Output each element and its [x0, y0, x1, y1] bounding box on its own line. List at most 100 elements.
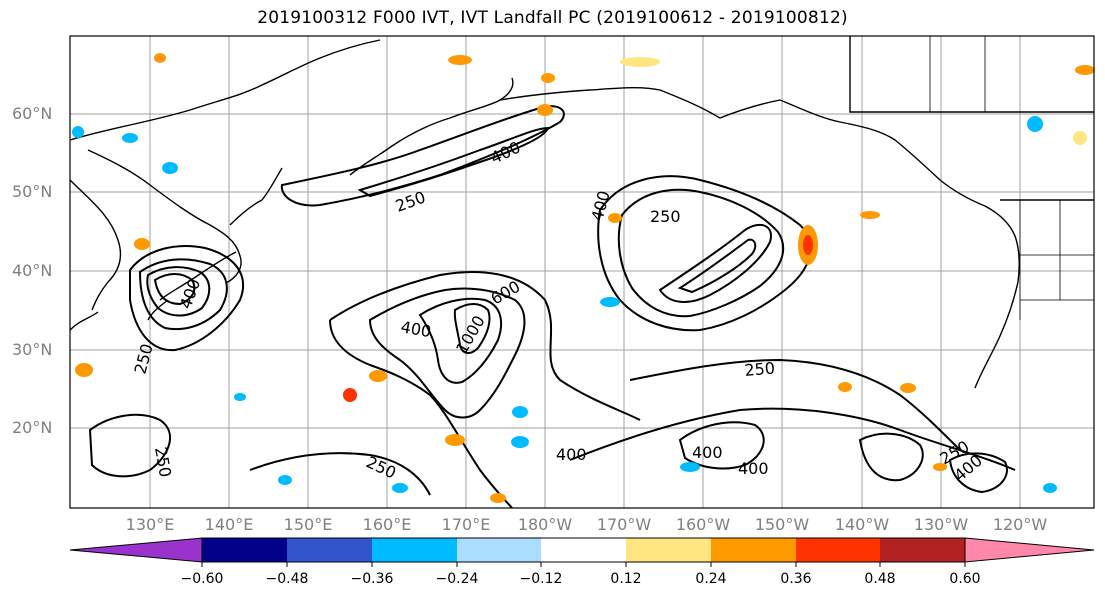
- contour-label: 250: [744, 358, 776, 380]
- pc-blob: [343, 388, 357, 402]
- us-states: [929, 36, 1094, 320]
- colorbar-bin: [880, 538, 965, 562]
- pc-blob: [369, 370, 387, 382]
- colorbar-under: [69, 537, 203, 563]
- contour-kamchatka-400: [357, 126, 550, 198]
- contour-central-400: [368, 287, 526, 419]
- pc-blob: [511, 436, 529, 448]
- contour-west-250: [88, 413, 171, 478]
- contour-japan-400: [138, 258, 228, 330]
- lon-label-150e: 150°E: [283, 515, 333, 534]
- map-background: [70, 36, 1094, 508]
- lon-label-150w: 150°W: [754, 515, 810, 534]
- colorbar-label: 0.24: [695, 571, 727, 587]
- colorbar-bin: [711, 538, 796, 562]
- colorbar-label: −0.24: [435, 571, 479, 587]
- colorbar-over: [964, 537, 1095, 563]
- contour-east-1000: [677, 238, 757, 294]
- alaska-coast: [779, 99, 1020, 389]
- pc-blob: [490, 493, 506, 503]
- colorbar-label: −0.36: [350, 571, 394, 587]
- contour-labels: 400 250 250 400 400 400 1000 600 250 250…: [131, 137, 986, 485]
- pc-blob: [234, 393, 246, 401]
- pc-blob: [75, 363, 93, 377]
- pc-blob: [448, 55, 472, 65]
- colorbar-bin: [796, 538, 880, 562]
- contour-central-1000: [453, 303, 491, 354]
- lat-label-50n: 50°N: [12, 182, 53, 201]
- lon-label-140e: 140°E: [204, 515, 254, 534]
- contour-japan-600: [146, 266, 211, 317]
- map-title: 2019100312 F000 IVT, IVT Landfall PC (20…: [257, 8, 848, 28]
- pc-blob: [600, 297, 620, 307]
- contour-central-250: [329, 270, 641, 509]
- colorbar-frame: [201, 537, 966, 563]
- ivt-contours: [88, 105, 1016, 509]
- lon-label-120w: 120°W: [992, 515, 1048, 534]
- pc-blob: [154, 53, 166, 63]
- pc-blob: [72, 126, 84, 138]
- colorbar-bin: [372, 538, 457, 562]
- colorbar-bin: [626, 538, 711, 562]
- pc-blob: [278, 475, 292, 485]
- lon-label-140w: 140°W: [834, 515, 890, 534]
- contour-south-400-a: [678, 421, 765, 470]
- map-frame: [69, 35, 1095, 509]
- contour-label: 400: [692, 443, 723, 462]
- colorbar-label: −0.48: [265, 571, 309, 587]
- pc-anomaly-shading: [72, 53, 1095, 503]
- colorbar-bin: [457, 538, 541, 562]
- colorbar-label: 0.60: [949, 571, 981, 587]
- sakhalin-kamchatka: [261, 77, 514, 201]
- pc-blob: [900, 383, 916, 393]
- contour-south-400-b: [858, 432, 924, 482]
- pc-blob: [512, 406, 528, 418]
- japan-coast: [147, 199, 263, 321]
- pc-blob: [803, 235, 813, 255]
- lon-label-130e: 130°E: [125, 515, 175, 534]
- pc-blob: [392, 483, 408, 493]
- alaska-panhandle: [849, 36, 1094, 113]
- contour-east-600: [658, 223, 772, 303]
- contour-east-400: [617, 188, 785, 318]
- pc-blob: [162, 162, 178, 174]
- contour-south-central-250: [249, 452, 431, 496]
- pc-blob: [1075, 65, 1095, 75]
- colorbar-label: −0.12: [519, 571, 563, 587]
- colorbar-label: 0.48: [864, 571, 896, 587]
- pc-blob: [838, 382, 852, 392]
- pc-blob: [1027, 116, 1043, 132]
- lat-label-20n: 20°N: [12, 418, 53, 437]
- colorbar-bin: [287, 538, 372, 562]
- lon-label-160e: 160°E: [362, 515, 412, 534]
- lat-label-30n: 30°N: [12, 340, 53, 359]
- colorbar-label: 0.36: [780, 571, 812, 587]
- contour-japan-1000: [153, 273, 196, 306]
- colorbar-bin: [541, 538, 626, 562]
- lon-label-130w: 130°W: [913, 515, 969, 534]
- lon-label-170e: 170°E: [441, 515, 491, 534]
- contour-east-250: [597, 175, 812, 332]
- pc-blob: [445, 434, 465, 446]
- pc-blob: [541, 73, 555, 83]
- colorbar-label: 0.12: [610, 571, 642, 587]
- lon-label-160w: 160°W: [675, 515, 731, 534]
- lat-label-60n: 60°N: [12, 104, 53, 123]
- contour-label: 400: [738, 459, 769, 478]
- contour-japan-250: [129, 245, 245, 352]
- colorbar-label: −0.60: [180, 571, 224, 587]
- pc-blob: [860, 211, 880, 219]
- coastlines: [69, 36, 1094, 389]
- pc-blob: [1043, 483, 1057, 493]
- pc-blob: [134, 238, 150, 250]
- pc-blob: [537, 104, 553, 116]
- pc-blob: [620, 57, 660, 67]
- pc-blob: [933, 463, 947, 471]
- colorbar-bin: [202, 538, 287, 562]
- contour-central-600: [418, 297, 503, 384]
- asia-coast: [69, 39, 381, 331]
- contour-south-250: [569, 358, 1016, 471]
- lon-label-180w: 180°W: [517, 515, 573, 534]
- pc-blob: [1073, 131, 1087, 145]
